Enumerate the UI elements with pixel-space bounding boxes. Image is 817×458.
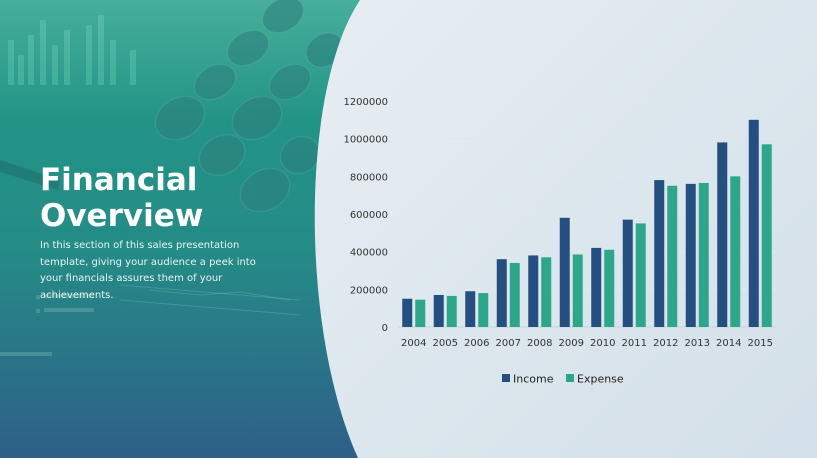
legend-label-expense: Expense bbox=[577, 373, 624, 386]
x-tick-label: 2014 bbox=[716, 338, 741, 349]
bar-expense-2005 bbox=[446, 295, 457, 327]
bar-income-2009 bbox=[559, 217, 570, 327]
bar-income-2011 bbox=[622, 219, 633, 327]
bar-expense-2011 bbox=[635, 223, 646, 327]
bar-income-2013 bbox=[685, 183, 696, 327]
x-tick-label: 2012 bbox=[653, 338, 678, 349]
bar-expense-2007 bbox=[509, 262, 520, 327]
bar-expense-2015 bbox=[761, 144, 772, 327]
bar-expense-2006 bbox=[478, 293, 489, 327]
x-tick-label: 2005 bbox=[433, 338, 458, 349]
x-tick-label: 2015 bbox=[748, 338, 773, 349]
x-tick-label: 2006 bbox=[464, 338, 489, 349]
x-tick-label: 2010 bbox=[590, 338, 615, 349]
x-tick-label: 2013 bbox=[685, 338, 710, 349]
bar-expense-2008 bbox=[541, 257, 552, 327]
y-tick-label: 1200000 bbox=[343, 97, 388, 108]
bar-expense-2012 bbox=[667, 185, 678, 327]
bar-expense-2010 bbox=[604, 249, 615, 327]
y-tick-label: 600000 bbox=[350, 210, 388, 221]
bar-income-2005 bbox=[433, 294, 444, 327]
legend-label-income: Income bbox=[513, 373, 554, 386]
y-tick-label: 200000 bbox=[350, 285, 388, 296]
x-tick-label: 2008 bbox=[527, 338, 552, 349]
bar-expense-2014 bbox=[730, 176, 741, 327]
legend-swatch-expense bbox=[566, 374, 574, 382]
x-tick-label: 2009 bbox=[559, 338, 584, 349]
bar-income-2010 bbox=[591, 247, 602, 327]
y-tick-label: 0 bbox=[382, 323, 388, 334]
bar-income-2004 bbox=[402, 298, 413, 327]
x-tick-label: 2011 bbox=[622, 338, 647, 349]
slide-subtitle: In this section of this sales presentati… bbox=[40, 240, 256, 301]
y-tick-label: 400000 bbox=[350, 248, 388, 259]
calculator-photo-decoration bbox=[0, 0, 360, 356]
slide-title: Financial Overview bbox=[40, 162, 204, 234]
y-tick-label: 1000000 bbox=[343, 135, 388, 146]
legend-swatch-income bbox=[502, 374, 510, 382]
bar-income-2007 bbox=[496, 259, 507, 327]
bar-income-2015 bbox=[748, 119, 759, 327]
bar-expense-2013 bbox=[698, 182, 709, 327]
x-tick-label: 2004 bbox=[401, 338, 426, 349]
bar-expense-2004 bbox=[415, 299, 426, 327]
x-tick-label: 2007 bbox=[496, 338, 521, 349]
bar-income-2008 bbox=[528, 255, 539, 327]
bar-expense-2009 bbox=[572, 254, 583, 327]
bar-income-2012 bbox=[654, 180, 665, 327]
bar-income-2014 bbox=[717, 142, 728, 327]
bar-income-2006 bbox=[465, 291, 476, 327]
y-tick-label: 800000 bbox=[350, 172, 388, 183]
